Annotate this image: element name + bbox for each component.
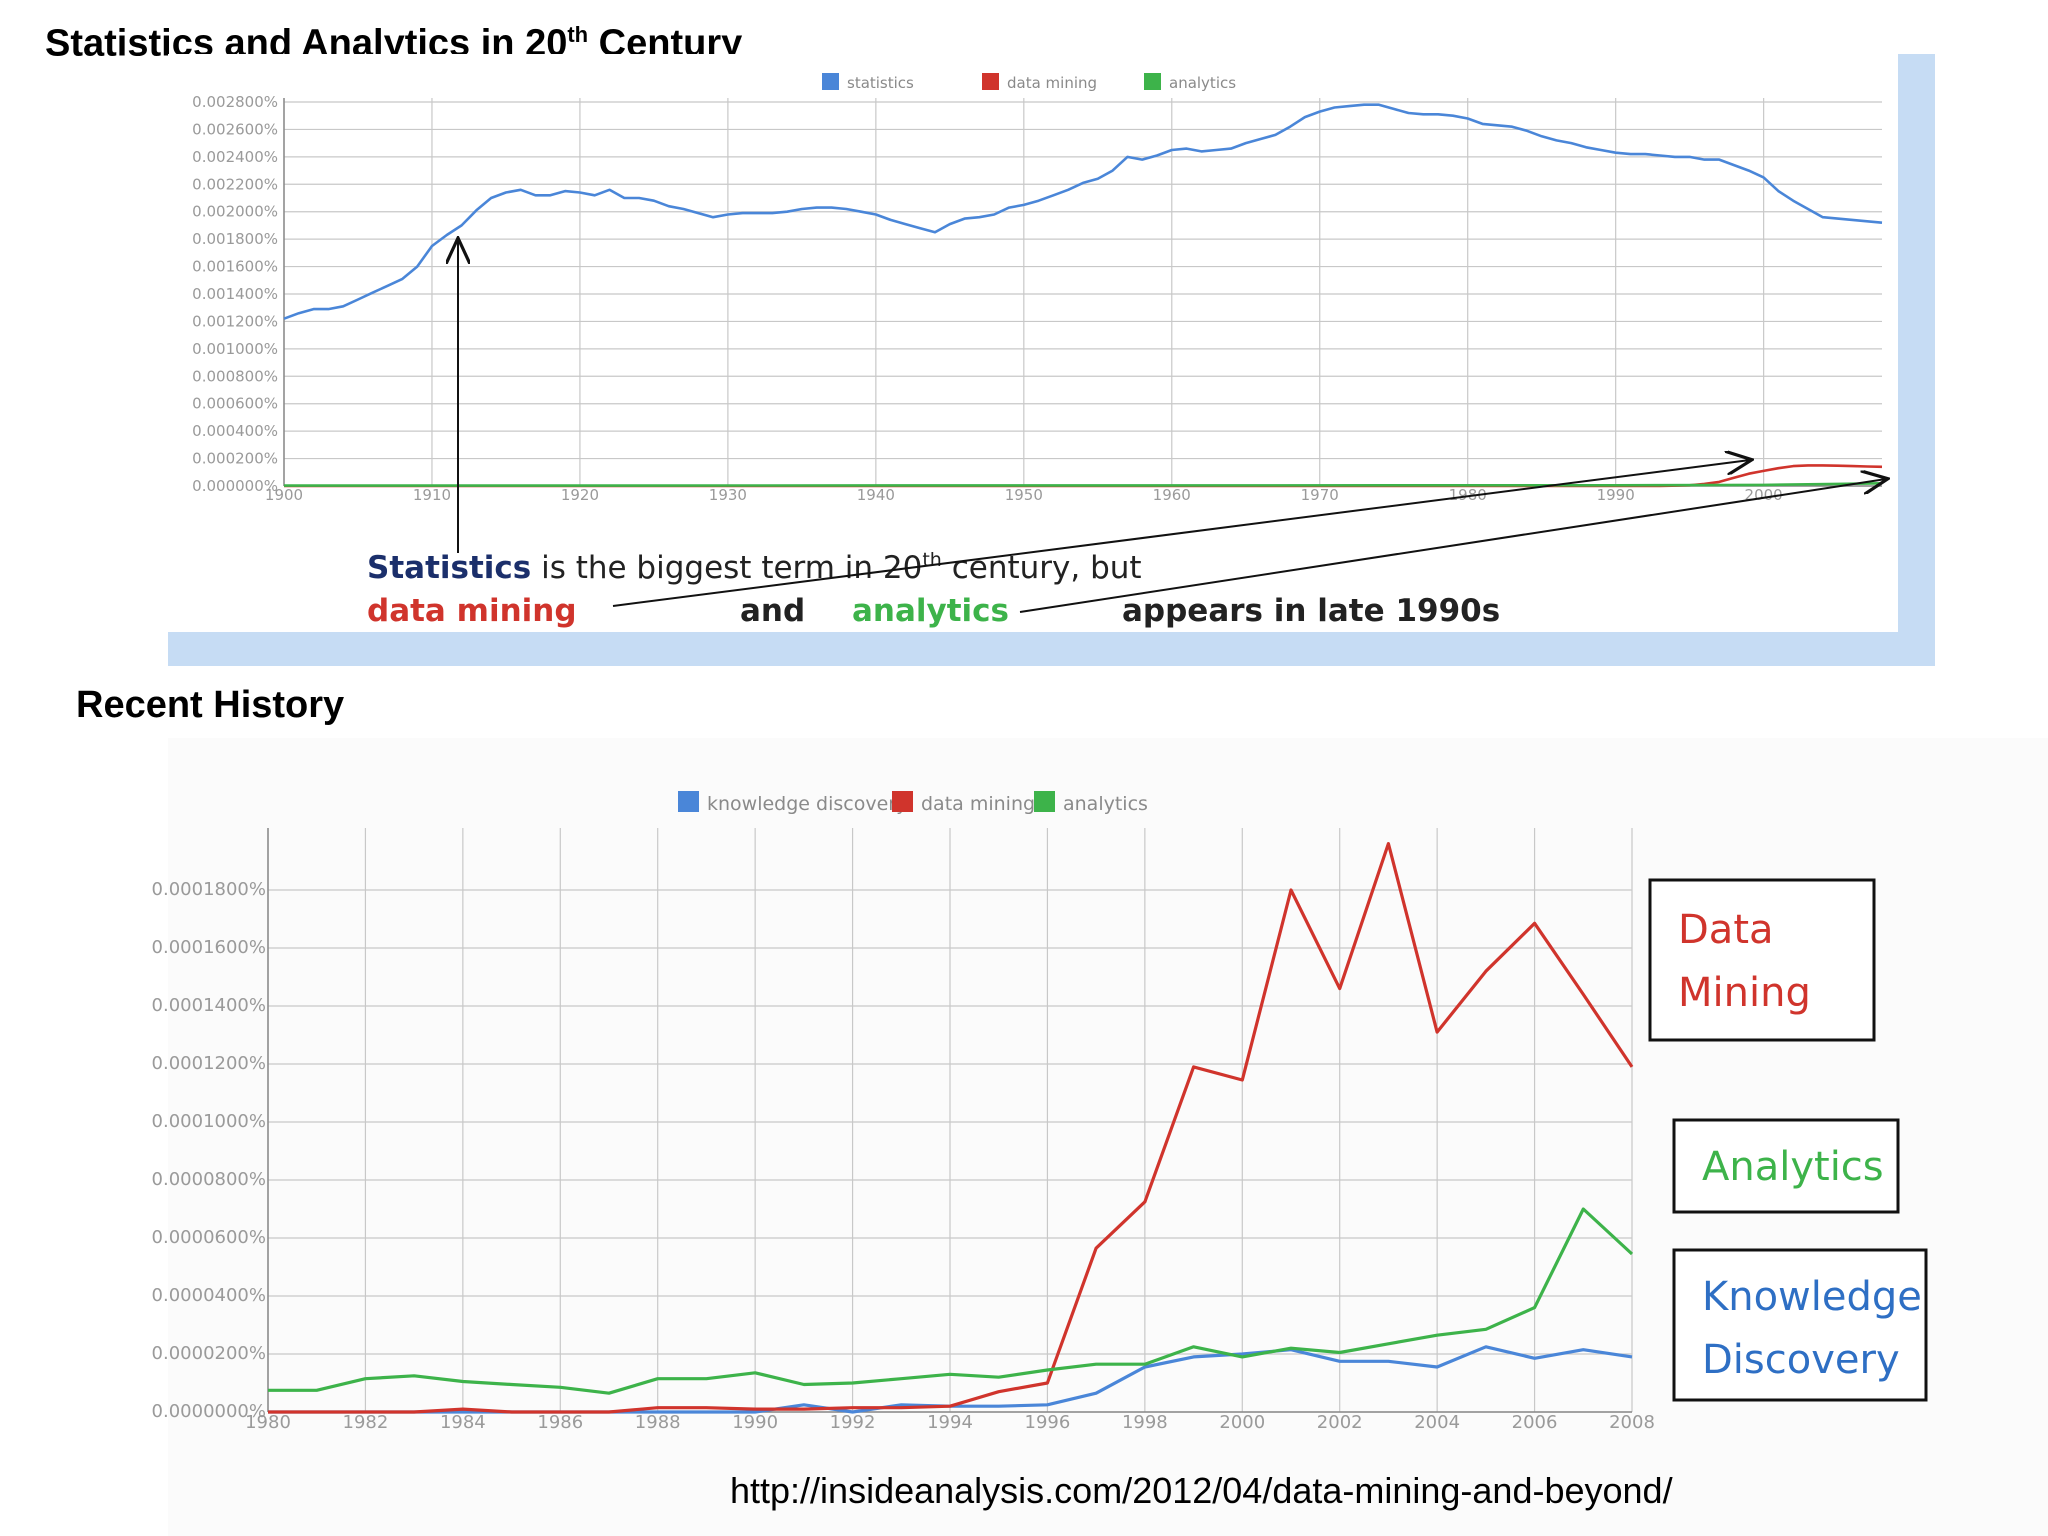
x-tick-label: 1984 bbox=[440, 1412, 486, 1433]
series-line-data-mining bbox=[268, 841, 1634, 1414]
legend-swatch bbox=[678, 791, 699, 812]
y-tick-label: 0.002600% bbox=[192, 120, 278, 138]
legend-swatch bbox=[1034, 791, 1055, 812]
y-tick-label: 0.0001000% bbox=[152, 1111, 266, 1132]
legend-swatch bbox=[1144, 73, 1161, 90]
callout-knowledge-discovery-line2: Discovery bbox=[1702, 1337, 1900, 1383]
legend-label: statistics bbox=[847, 74, 914, 92]
annotation-data-mining: data mining bbox=[367, 593, 577, 629]
callout-knowledge-discovery: Knowledge Discovery bbox=[1672, 1248, 1928, 1402]
arrow-data-mining bbox=[612, 460, 1750, 607]
x-tick-label: 2008 bbox=[1609, 1412, 1655, 1433]
y-tick-label: 0.000800% bbox=[192, 367, 278, 385]
x-tick-label: 1986 bbox=[537, 1412, 583, 1433]
y-tick-label: 0.000400% bbox=[192, 422, 278, 440]
callout-data-mining: Data Mining bbox=[1648, 878, 1876, 1042]
series-line-analytics bbox=[283, 482, 1883, 487]
annotation-and: and bbox=[740, 593, 805, 629]
y-tick-label: 0.000000% bbox=[192, 477, 278, 495]
y-tick-label: 0.0001600% bbox=[152, 937, 266, 958]
x-tick-label: 2002 bbox=[1317, 1412, 1363, 1433]
x-tick-label: 1930 bbox=[709, 486, 747, 504]
annotation-appears: appears in late 1990s bbox=[1122, 593, 1500, 629]
x-tick-label: 1990 bbox=[1597, 486, 1635, 504]
x-tick-label: 1950 bbox=[1005, 486, 1043, 504]
legend-swatch bbox=[892, 791, 913, 812]
y-tick-label: 0.0000400% bbox=[152, 1285, 266, 1306]
x-tick-label: 1992 bbox=[830, 1412, 876, 1433]
legend-label: knowledge discovery bbox=[707, 793, 907, 815]
x-tick-label: 1980 bbox=[245, 1412, 291, 1433]
y-tick-label: 0.0001200% bbox=[152, 1053, 266, 1074]
chart2: 0.0000000% 0.0000200% 0.0000400% 0.0000600%… bbox=[152, 791, 1655, 1433]
y-tick-label: 0.001200% bbox=[192, 312, 278, 330]
y-tick-label: 0.001000% bbox=[192, 340, 278, 358]
x-tick-label: 1910 bbox=[413, 486, 451, 504]
x-tick-label: 1920 bbox=[561, 486, 599, 504]
y-tick-label: 0.002800% bbox=[192, 93, 278, 111]
legend-swatch bbox=[822, 73, 839, 90]
x-tick-label: 1998 bbox=[1122, 1412, 1168, 1433]
legend-label: data mining bbox=[921, 793, 1035, 815]
x-tick-label: 1994 bbox=[927, 1412, 973, 1433]
series-line-data-mining bbox=[284, 464, 1883, 488]
arrow-analytics bbox=[1019, 479, 1886, 613]
callout-knowledge-discovery-line1: Knowledge bbox=[1702, 1274, 1922, 1320]
y-tick-label: 0.0000000% bbox=[152, 1401, 266, 1422]
source-url[interactable]: http://insideanalysis.com/2012/04/data-m… bbox=[730, 1470, 1673, 1511]
legend-label: analytics bbox=[1169, 74, 1236, 92]
legend-swatch bbox=[982, 73, 999, 90]
y-tick-label: 0.002400% bbox=[192, 148, 278, 166]
x-tick-label: 1982 bbox=[343, 1412, 389, 1433]
y-tick-label: 0.000600% bbox=[192, 395, 278, 413]
x-tick-label: 2000 bbox=[1219, 1412, 1265, 1433]
y-tick-label: 0.0001800% bbox=[152, 879, 266, 900]
annotation-analytics: analytics bbox=[852, 593, 1009, 629]
y-tick-label: 0.002200% bbox=[192, 175, 278, 193]
x-tick-label: 1970 bbox=[1301, 486, 1339, 504]
x-tick-label: 2006 bbox=[1512, 1412, 1558, 1433]
x-tick-label: 1988 bbox=[635, 1412, 681, 1433]
y-tick-label: 0.000200% bbox=[192, 450, 278, 468]
legend-label: data mining bbox=[1007, 74, 1097, 92]
y-tick-label: 0.001400% bbox=[192, 285, 278, 303]
series-line-statistics bbox=[283, 103, 1883, 320]
y-tick-label: 0.001600% bbox=[192, 258, 278, 276]
callout-analytics: Analytics bbox=[1672, 1118, 1900, 1214]
y-tick-label: 0.002000% bbox=[192, 203, 278, 221]
series-line-analytics bbox=[268, 1207, 1634, 1395]
x-tick-label: 1900 bbox=[265, 486, 303, 504]
annotation-line-1: Statistics is the biggest term in 20th c… bbox=[367, 549, 1142, 586]
x-tick-label: 1980 bbox=[1449, 486, 1487, 504]
y-tick-label: 0.0000600% bbox=[152, 1227, 266, 1248]
y-tick-label: 0.0000200% bbox=[152, 1343, 266, 1364]
callout-analytics-line1: Analytics bbox=[1702, 1144, 1884, 1190]
y-tick-label: 0.0001400% bbox=[152, 995, 266, 1016]
x-tick-label: 1990 bbox=[732, 1412, 778, 1433]
chart1: 0.000000% 0.000200% 0.000400% 0.000600% 0.00… bbox=[192, 73, 1883, 504]
y-tick-label: 0.0000800% bbox=[152, 1169, 266, 1190]
chart2-title: Recent History bbox=[76, 684, 345, 726]
x-tick-label: 1996 bbox=[1025, 1412, 1071, 1433]
x-tick-label: 1960 bbox=[1153, 486, 1191, 504]
callout-data-mining-line2: Mining bbox=[1678, 970, 1811, 1016]
legend-label: analytics bbox=[1063, 793, 1148, 815]
y-tick-label: 0.001800% bbox=[192, 230, 278, 248]
x-tick-label: 2004 bbox=[1414, 1412, 1460, 1433]
x-tick-label: 1940 bbox=[857, 486, 895, 504]
callout-data-mining-line1: Data bbox=[1678, 907, 1774, 953]
